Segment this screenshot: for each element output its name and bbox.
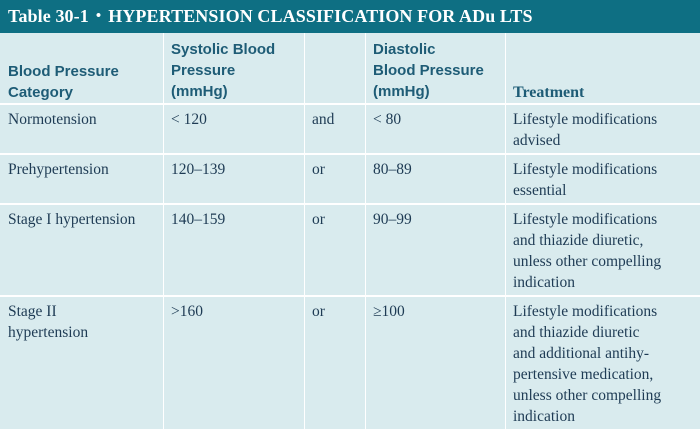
row-4-treatment: Lifestyle modifications and thiazide diu…: [513, 301, 698, 427]
cell-line: advised: [513, 132, 561, 149]
row-1-treatment: Lifestyle modifications advised: [513, 109, 698, 151]
cell-line: Normotension: [8, 111, 97, 128]
column-divider: [365, 33, 366, 429]
row-1-diastolic: < 80: [373, 111, 402, 128]
row-3-connector: or: [312, 211, 325, 228]
header-diastolic: Diastolic Blood Pressure (mmHg): [373, 39, 503, 102]
header-category: Blood Pressure Category: [8, 61, 158, 103]
cell-line: unless other compelling: [513, 387, 662, 404]
row-2-systolic: 120–139: [171, 161, 226, 178]
row-3-category: Stage I hypertension: [8, 209, 158, 230]
cell-line: Stage II: [8, 303, 57, 320]
row-4-diastolic: ≥100: [373, 303, 405, 320]
header-line: Systolic Blood: [171, 41, 276, 58]
row-3-treatment: Lifestyle modifications and thiazide diu…: [513, 209, 698, 293]
row-2-category: Prehypertension: [8, 159, 158, 180]
header-line: Category: [8, 84, 74, 101]
column-divider: [304, 33, 305, 429]
row-divider: [0, 203, 700, 205]
row-divider: [0, 153, 700, 155]
header-line: (mmHg): [373, 83, 430, 100]
row-3-diastolic: 90–99: [373, 211, 412, 228]
header-line: (mmHg): [171, 83, 228, 100]
row-1-connector: and: [312, 111, 335, 128]
row-1-category: Normotension: [8, 109, 158, 130]
row-divider: [0, 295, 700, 297]
cell-line: pertensive medication,: [513, 366, 654, 383]
table-title: HYPERTENSION CLASSIFICATION FOR ADu LTS: [108, 6, 533, 26]
cell-line: Prehypertension: [8, 161, 109, 178]
header-systolic: Systolic Blood Pressure (mmHg): [171, 39, 301, 102]
row-2-diastolic: 80–89: [373, 161, 412, 178]
cell-line: essential: [513, 182, 567, 199]
row-1-systolic: < 120: [171, 111, 207, 128]
cell-line: and thiazide diuretic: [513, 324, 640, 341]
row-4-connector: or: [312, 303, 325, 320]
cell-line: indication: [513, 274, 575, 291]
header-treatment: Treatment: [513, 82, 693, 103]
header-line: Pressure: [171, 62, 236, 79]
cell-line: Lifestyle modifications: [513, 303, 658, 320]
cell-line: and thiazide diuretic,: [513, 232, 644, 249]
row-2-treatment: Lifestyle modifications essential: [513, 159, 698, 201]
table-title-bar: Table 30-1 • HYPERTENSION CLASSIFICATION…: [0, 0, 700, 33]
header-line: Diastolic: [373, 41, 436, 58]
row-3-systolic: 140–159: [171, 211, 226, 228]
cell-line: hypertension: [8, 324, 89, 341]
cell-line: Lifestyle modifications: [513, 111, 658, 128]
column-divider: [163, 33, 164, 429]
column-divider: [505, 33, 506, 429]
cell-line: indication: [513, 408, 575, 425]
header-line: Blood Pressure: [8, 63, 119, 80]
cell-line: unless other compelling: [513, 253, 662, 270]
row-4-category: Stage II hypertension: [8, 301, 158, 343]
cell-line: Lifestyle modifications: [513, 161, 658, 178]
row-2-connector: or: [312, 161, 325, 178]
classification-table: Blood Pressure Category Systolic Blood P…: [0, 33, 700, 429]
title-bullet: •: [95, 8, 102, 24]
header-line: Blood Pressure: [373, 62, 484, 79]
header-line: Treatment: [513, 84, 585, 101]
cell-line: Lifestyle modifications: [513, 211, 658, 228]
row-4-systolic: >160: [171, 303, 203, 320]
row-divider: [0, 103, 700, 105]
cell-line: Stage I hypertension: [8, 211, 136, 228]
table-label: Table 30-1: [8, 6, 89, 26]
cell-line: and additional antihy-: [513, 345, 650, 362]
